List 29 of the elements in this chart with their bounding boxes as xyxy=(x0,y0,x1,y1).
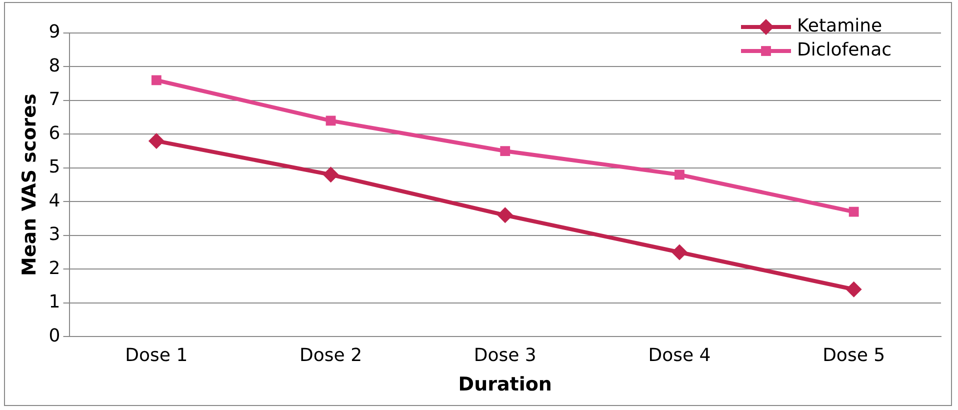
point xyxy=(671,244,688,260)
x-tick-label: Dose 1 xyxy=(125,345,188,366)
point xyxy=(322,166,339,183)
y-axis-title: Mean VAS scores xyxy=(18,94,40,276)
y-tick-label: 0 xyxy=(48,325,60,346)
x-tick-label: Dose 5 xyxy=(822,345,886,366)
point xyxy=(151,75,162,86)
legend-label: Ketamine xyxy=(797,16,882,37)
y-tick-label: 6 xyxy=(48,122,60,144)
x-tick-label: Dose 3 xyxy=(474,345,536,366)
point xyxy=(848,206,859,217)
y-tick-label: 9 xyxy=(48,22,60,43)
point xyxy=(326,116,336,126)
point xyxy=(674,170,684,180)
y-tick-label: 4 xyxy=(48,190,60,212)
point xyxy=(846,281,862,298)
x-tick-label: Dose 2 xyxy=(300,345,362,366)
y-tick-label: 2 xyxy=(48,258,60,279)
y-tick-label: 7 xyxy=(48,89,60,110)
y-tick-label: 5 xyxy=(48,156,60,178)
point xyxy=(500,146,510,156)
x-tick-label: Dose 4 xyxy=(648,345,711,366)
legend-label: Diclofenac xyxy=(797,40,892,61)
y-tick-label: 1 xyxy=(48,292,60,313)
y-tick-label: 3 xyxy=(48,224,60,246)
point xyxy=(497,207,514,224)
y-tick-label: 8 xyxy=(48,55,60,76)
point xyxy=(148,132,164,149)
x-axis-title: Duration xyxy=(458,374,552,396)
